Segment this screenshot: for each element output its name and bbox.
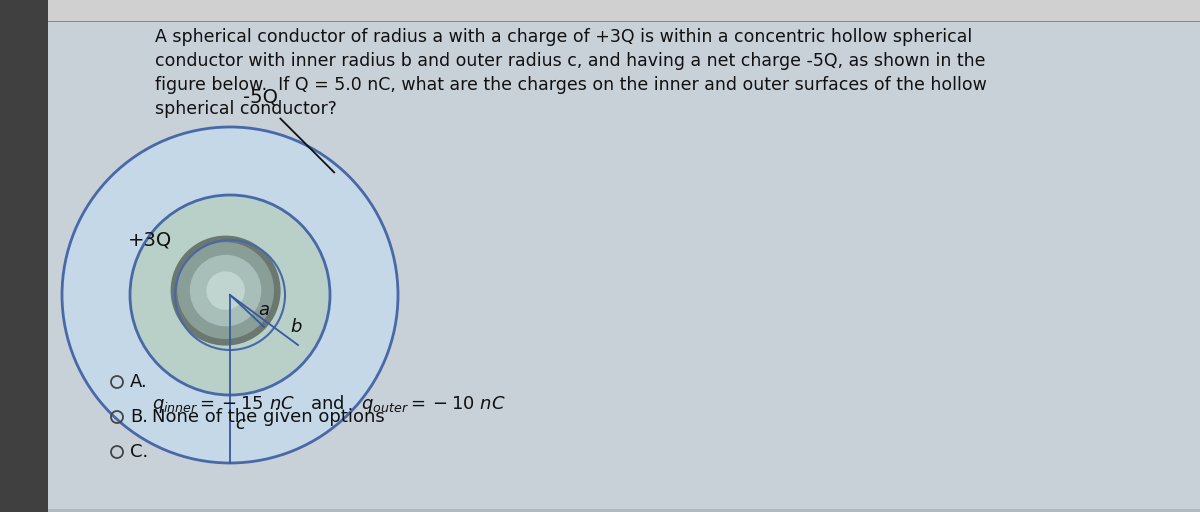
Text: $q_{inner}$$ = -15\ nC$   and   $q_{outer}$$ = -10\ nC$: $q_{inner}$$ = -15\ nC$ and $q_{outer}$$… [152, 393, 505, 415]
Bar [48, 509, 1200, 512]
Circle shape [170, 236, 281, 346]
Bar [48, 0, 1200, 22]
Bar [0, 0, 48, 512]
Circle shape [190, 255, 262, 326]
Circle shape [62, 127, 398, 463]
Text: +3Q: +3Q [128, 230, 172, 249]
Text: B.: B. [130, 408, 148, 426]
Text: None of the given options: None of the given options [152, 408, 385, 426]
Text: A spherical conductor of radius a with a charge of +3Q is within a concentric ho: A spherical conductor of radius a with a… [155, 28, 972, 46]
Text: -5Q: -5Q [242, 88, 277, 107]
Circle shape [130, 195, 330, 395]
Bar [48, 21, 1200, 22]
Text: conductor with inner radius b and outer radius c, and having a net charge -5Q, a: conductor with inner radius b and outer … [155, 52, 985, 70]
Circle shape [178, 242, 274, 339]
Text: c: c [235, 415, 245, 433]
Circle shape [206, 271, 245, 310]
Text: spherical conductor?: spherical conductor? [155, 100, 337, 118]
Text: figure below.  If Q = 5.0 nC, what are the charges on the inner and outer surfac: figure below. If Q = 5.0 nC, what are th… [155, 76, 986, 94]
Text: a: a [259, 302, 270, 319]
Text: A.: A. [130, 373, 148, 391]
Text: C.: C. [130, 443, 149, 461]
Text: b: b [290, 318, 301, 336]
